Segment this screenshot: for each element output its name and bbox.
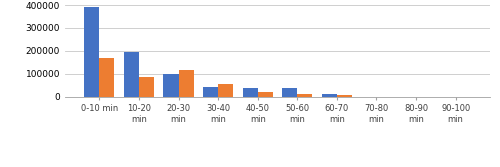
Bar: [218, 84, 233, 97]
Bar: [298, 94, 312, 97]
Bar: [242, 88, 258, 97]
Bar: [203, 87, 218, 97]
Bar: [258, 92, 272, 97]
Bar: [139, 77, 154, 97]
Bar: [282, 88, 298, 97]
Bar: [164, 74, 178, 97]
Bar: [178, 70, 194, 97]
Bar: [322, 94, 337, 97]
Bar: [100, 58, 114, 97]
Bar: [124, 52, 139, 97]
Bar: [84, 7, 100, 97]
Bar: [337, 95, 352, 97]
